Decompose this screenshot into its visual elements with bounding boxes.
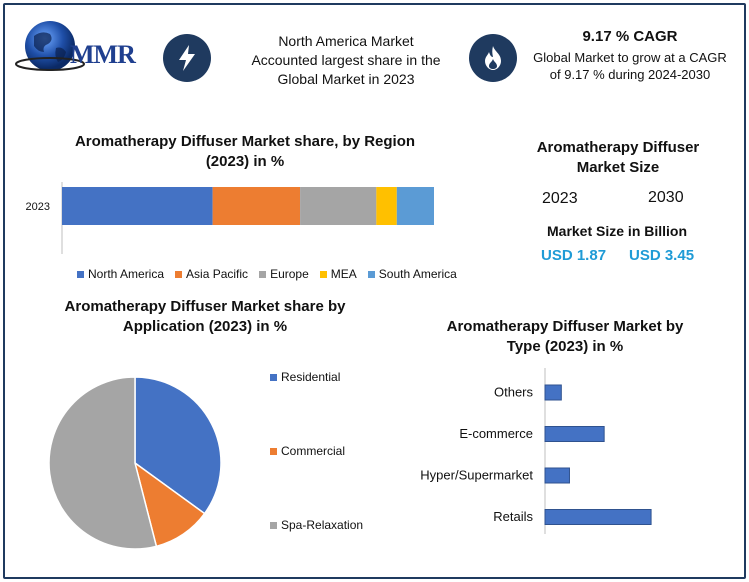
pie-slice-residential xyxy=(134,376,222,515)
legend-swatch xyxy=(175,270,183,278)
flame-icon xyxy=(485,46,501,70)
legend-swatch xyxy=(270,447,277,455)
legend-label: MEA xyxy=(330,267,357,281)
legend-swatch xyxy=(259,270,267,278)
globe-icon xyxy=(15,21,85,71)
logo-text: MMR xyxy=(70,40,136,69)
region-chart: 2023 xyxy=(26,182,434,254)
legend-label: Residential xyxy=(281,370,341,384)
mmr-logo: MMR xyxy=(12,18,152,78)
type-bar-others xyxy=(544,384,562,401)
type-bar-hyper-supermarket xyxy=(544,467,570,484)
region-bar-north-america xyxy=(62,187,213,225)
pie-legend-item-commercial: Commercial xyxy=(270,444,345,458)
region-bar-europe xyxy=(300,187,377,225)
year-2030: 2030 xyxy=(648,189,684,206)
legend-label: Commercial xyxy=(281,444,346,458)
application-legend: Residential Commercial Spa-Relaxation xyxy=(270,370,390,540)
legend-label: Europe xyxy=(270,267,309,281)
type-category-label: Hyper/Supermarket xyxy=(420,468,533,483)
pie-legend-item-spa-relaxation: Spa-Relaxation xyxy=(270,518,363,532)
type-chart: Others E-commerce Hyper/Supermarket Retails xyxy=(420,368,652,534)
cagr-title: 9.17 % CAGR xyxy=(582,28,678,45)
type-category-label: Retails xyxy=(493,509,533,524)
legend-swatch xyxy=(319,270,327,278)
lightning-icon-badge xyxy=(163,34,211,82)
legend-item-asia-pacific: Asia Pacific xyxy=(175,267,248,281)
legend-item-mea: MEA xyxy=(319,267,357,281)
legend-swatch xyxy=(367,270,375,278)
legend-label: Spa-Relaxation xyxy=(281,518,364,532)
value-2023: USD 1.87 xyxy=(541,247,607,264)
market-size-subtitle: Market Size in Billion xyxy=(547,223,688,239)
legend-label: Asia Pacific xyxy=(186,267,249,281)
application-chart-title: Aromatherapy Diffuser Market share by Ap… xyxy=(64,298,346,335)
type-bar-e-commerce xyxy=(544,426,605,442)
type-category-label: E-commerce xyxy=(459,426,533,441)
region-legend: North America Asia Pacific Europe MEA South … xyxy=(77,267,497,281)
legend-swatch xyxy=(270,521,277,529)
region-bar-mea xyxy=(376,187,397,225)
market-size-title: Aromatherapy Diffuser Market Size xyxy=(536,139,700,176)
type-chart-title: Aromatherapy Diffuser Market by Type (20… xyxy=(446,318,684,355)
year-2023: 2023 xyxy=(542,190,578,207)
legend-swatch xyxy=(77,270,84,278)
pie-legend-item-residential: Residential xyxy=(270,370,340,384)
region-bar-south-america xyxy=(396,187,434,225)
lightning-icon xyxy=(179,45,195,71)
cagr-text: Global Market to grow at a CAGR of 9.17 … xyxy=(533,50,727,82)
region-bar-asia-pacific xyxy=(212,187,301,225)
pie-slice-spa-relaxation xyxy=(48,376,158,550)
region-chart-title: Aromatherapy Diffuser Market share, by R… xyxy=(74,133,416,170)
flame-icon-badge xyxy=(469,34,517,82)
type-category-label: Others xyxy=(494,385,534,400)
region-category-label: 2023 xyxy=(26,201,50,213)
legend-label: North America xyxy=(88,267,165,281)
legend-item-europe: Europe xyxy=(259,267,309,281)
application-pie xyxy=(48,376,222,550)
type-bar-retails xyxy=(544,509,652,525)
legend-item-south-america: South America xyxy=(367,267,457,281)
legend-swatch xyxy=(270,373,277,381)
infographic-frame xyxy=(3,3,746,579)
value-2030: USD 3.45 xyxy=(629,247,695,264)
legend-label: South America xyxy=(378,267,457,281)
north-america-text: North America Market Accounted largest s… xyxy=(251,33,441,87)
legend-item-north-america: North America xyxy=(77,267,164,281)
